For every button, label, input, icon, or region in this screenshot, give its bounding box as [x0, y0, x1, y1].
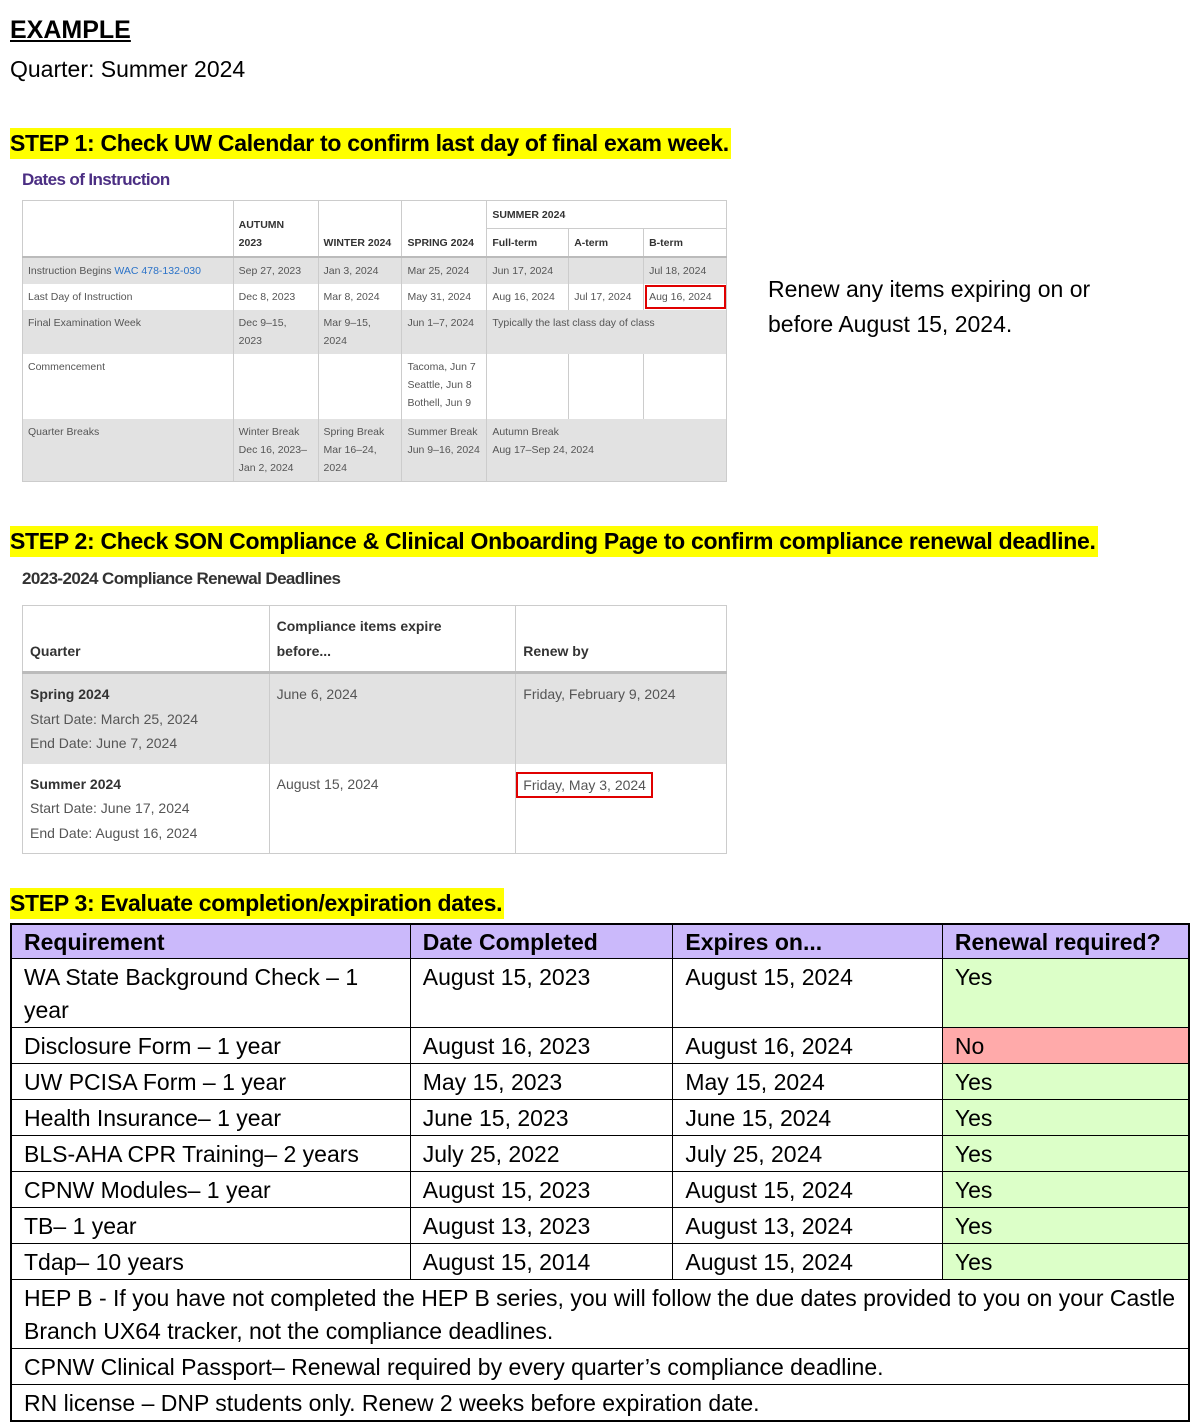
header-autumn: AUTUMN 2023: [232, 200, 319, 257]
row-spring-2024: Spring 2024 Start Date: March 25, 2024 End…: [22, 672, 727, 764]
renewal-status: Yes: [941, 1243, 1190, 1280]
compliance-deadlines-table: Quarter Compliance items expire before...…: [22, 605, 727, 854]
dates-of-instruction-title: Dates of Instruction: [22, 170, 170, 189]
requirement-row: TB– 1 year August 13, 2023 August 13, 2024…: [10, 1207, 1190, 1244]
requirement-row: Health Insurance– 1 year June 15, 2023 Jun…: [10, 1099, 1190, 1136]
highlighted-b-term-last-day: Aug 16, 2024: [643, 283, 727, 310]
step-2-heading: STEP 2: Check SON Compliance & Clinical …: [10, 526, 1098, 557]
header-b-term: B-term: [643, 228, 727, 257]
note-row: RN license – DNP students only. Renew 2 …: [10, 1384, 1190, 1422]
renewal-status: Yes: [941, 958, 1190, 1028]
step-3-heading: STEP 3: Evaluate completion/expiration d…: [10, 888, 505, 919]
renewal-status: Yes: [941, 1207, 1190, 1244]
renewal-status: Yes: [941, 1171, 1190, 1208]
dates-of-instruction-table: AUTUMN 2023 WINTER 2024 SPRING 2024 SUMME…: [22, 200, 727, 482]
evaluation-table: Requirement Date Completed Expires on... Re…: [10, 923, 1190, 1422]
example-heading: EXAMPLE: [10, 16, 131, 44]
renewal-note: Renew any items expiring on or before Aug…: [768, 276, 1091, 337]
renewal-status: Yes: [941, 1099, 1190, 1136]
header-full-term: Full-term: [486, 228, 569, 257]
header-winter: WINTER 2024: [317, 200, 402, 257]
requirement-row: WA State Background Check – 1 year August…: [10, 958, 1190, 1028]
header-spring: SPRING 2024: [401, 200, 487, 257]
wac-link[interactable]: WAC 478-132-030: [114, 264, 201, 277]
row-instruction-begins: Instruction Begins WAC 478-132-030 Sep 2…: [22, 256, 727, 284]
highlighted-renew-by-date: Friday, May 3, 2024: [516, 771, 653, 798]
header-a-term: A-term: [568, 228, 644, 257]
requirement-row: UW PCISA Form – 1 year May 15, 2023 May 15…: [10, 1063, 1190, 1100]
compliance-deadlines-title: 2023-2024 Compliance Renewal Deadlines: [22, 569, 341, 588]
requirement-row: Disclosure Form – 1 year August 16, 2023 A…: [10, 1027, 1190, 1064]
note-row: CPNW Clinical Passport– Renewal required…: [10, 1348, 1190, 1385]
row-last-day-of-instruction: Last Day of Instruction Dec 8, 2023 Mar 8…: [22, 283, 727, 310]
step-1-heading: STEP 1: Check UW Calendar to confirm las…: [10, 128, 731, 159]
renewal-status: Yes: [941, 1063, 1190, 1100]
quarter-label: Quarter: Summer 2024: [10, 56, 246, 82]
requirement-row: Tdap– 10 years August 15, 2014 August 15, …: [10, 1243, 1190, 1280]
requirement-row: BLS-AHA CPR Training– 2 years July 25, 20…: [10, 1135, 1190, 1172]
row-final-exam-week: Final Examination Week Dec 9–15, 2023 Mar…: [22, 309, 727, 354]
row-summer-2024: Summer 2024 Start Date: June 17, 2024 End …: [22, 763, 727, 854]
requirement-row: CPNW Modules– 1 year August 15, 2023 Augus…: [10, 1171, 1190, 1208]
header-summer: SUMMER 2024: [486, 200, 727, 229]
note-row: HEP B - If you have not completed the HE…: [10, 1279, 1190, 1349]
row-quarter-breaks: Quarter Breaks Winter Break Dec 16, 2023–…: [22, 418, 727, 481]
row-commencement: Commencement Tacoma, Jun 7 Seattle, Jun 8…: [22, 353, 727, 419]
renewal-status: Yes: [941, 1135, 1190, 1172]
renewal-status: No: [941, 1027, 1190, 1064]
